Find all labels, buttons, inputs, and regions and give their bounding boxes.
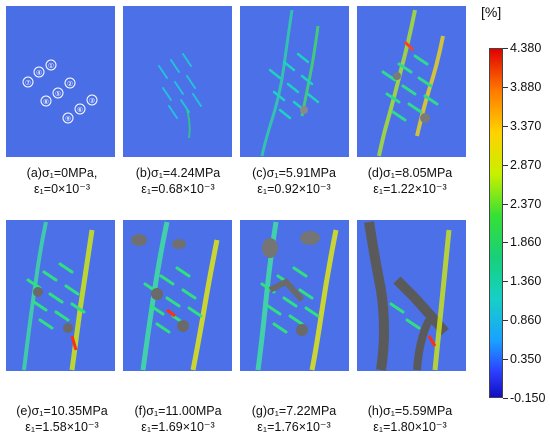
colorbar-tick-label: 0.860	[510, 313, 542, 328]
colorbar-tick-label: 3.880	[510, 79, 542, 94]
colorbar-tick-label: 3.370	[510, 118, 542, 133]
strain-panel-g	[240, 220, 349, 371]
caption-g-stress: (g)σ₁=7.22MPa	[251, 404, 337, 418]
panel-d-image	[357, 6, 466, 157]
caption-e-strain: ε₁=1.58×10⁻³	[25, 420, 99, 434]
strain-panel-h	[357, 220, 466, 371]
panel-g-image	[240, 220, 349, 371]
caption-d-strain: ε₁=1.22×10⁻³	[373, 182, 447, 196]
hole-label-1: ①	[48, 62, 54, 70]
colorbar-tick-label: 2.870	[510, 157, 542, 172]
caption-d: (d)σ₁=8.05MPa ε₁=1.22×10⁻³	[348, 165, 472, 197]
panel-c-image	[240, 6, 349, 157]
panel-h-image	[357, 220, 466, 371]
caption-h: (h)σ₁=5.59MPa ε₁=1.80×10⁻³	[348, 403, 472, 435]
panel-b-image	[123, 6, 232, 157]
caption-a-stress: (a)σ₁=0MPa,	[26, 166, 98, 180]
caption-a-strain: ε₁=0×10⁻³	[33, 182, 90, 196]
hole-label-7: ⑦	[25, 79, 31, 87]
caption-g: (g)σ₁=7.22MPa ε₁=1.76×10⁻³	[232, 403, 356, 435]
strain-panel-b	[123, 6, 232, 157]
hole-label-5: ⑤	[55, 90, 61, 98]
hole-label-6: ⑥	[77, 106, 83, 114]
caption-h-strain: ε₁=1.80×10⁻³	[373, 420, 447, 434]
caption-a: (a)σ₁=0MPa, ε₁=0×10⁻³	[0, 165, 124, 197]
colorbar-tick-mark	[503, 48, 508, 49]
hole-label-3: ③	[89, 97, 95, 105]
strain-panel-a: ⑦ ④ ① ⑧ ⑤ ② ⑨ ⑥ ③	[6, 6, 115, 157]
caption-d-stress: (d)σ₁=8.05MPa	[367, 166, 453, 180]
colorbar	[489, 48, 503, 398]
hole-label-8: ⑧	[43, 98, 49, 106]
colorbar-tick-mark	[503, 86, 508, 88]
hole-label-9: ⑨	[65, 115, 71, 123]
panel-f-image	[123, 220, 232, 371]
caption-f-strain: ε₁=1.69×10⁻³	[141, 420, 215, 434]
caption-e: (e)σ₁=10.35MPa ε₁=1.58×10⁻³	[0, 403, 124, 435]
hole-label-2: ②	[67, 80, 73, 88]
colorbar-tick-mark	[503, 164, 508, 166]
caption-f-stress: (f)σ₁=11.00MPa	[134, 404, 222, 418]
caption-c-stress: (c)σ₁=5.91MPa	[252, 166, 336, 180]
panel-e-image	[6, 220, 115, 371]
caption-c-strain: ε₁=0.92×10⁻³	[257, 182, 331, 196]
colorbar-tick-mark	[503, 398, 508, 399]
strain-panel-f	[123, 220, 232, 371]
colorbar-tick-label: -0.150	[510, 391, 546, 405]
panel-a-image: ⑦ ④ ① ⑧ ⑤ ② ⑨ ⑥ ③	[6, 6, 115, 157]
colorbar-tick-mark	[503, 125, 508, 127]
strain-panel-d	[357, 6, 466, 157]
strain-panel-e	[6, 220, 115, 371]
strain-panel-c	[240, 6, 349, 157]
colorbar-unit: [%]	[481, 4, 502, 20]
caption-g-strain: ε₁=1.76×10⁻³	[257, 420, 331, 434]
colorbar-tick-label: 1.860	[510, 235, 542, 250]
caption-f: (f)σ₁=11.00MPa ε₁=1.69×10⁻³	[116, 403, 240, 435]
caption-b: (b)σ₁=4.24MPa ε₁=0.68×10⁻³	[116, 165, 240, 197]
caption-b-stress: (b)σ₁=4.24MPa	[135, 166, 221, 180]
colorbar-tick-mark	[503, 359, 508, 361]
caption-b-strain: ε₁=0.68×10⁻³	[141, 182, 215, 196]
colorbar-tick-label: 4.380	[510, 41, 542, 55]
colorbar-tick-label: 0.350	[510, 352, 542, 367]
colorbar-tick-mark	[503, 320, 508, 322]
caption-c: (c)σ₁=5.91MPa ε₁=0.92×10⁻³	[232, 165, 356, 197]
caption-e-stress: (e)σ₁=10.35MPa	[16, 404, 108, 418]
colorbar-tick-mark	[503, 203, 508, 205]
colorbar-tick-mark	[503, 242, 508, 244]
colorbar-tick-label: 2.370	[510, 196, 542, 211]
colorbar-tick-mark	[503, 281, 508, 283]
hole-label-4: ④	[36, 69, 42, 77]
colorbar-tick-label: 1.360	[510, 274, 542, 289]
caption-h-stress: (h)σ₁=5.59MPa	[367, 404, 453, 418]
